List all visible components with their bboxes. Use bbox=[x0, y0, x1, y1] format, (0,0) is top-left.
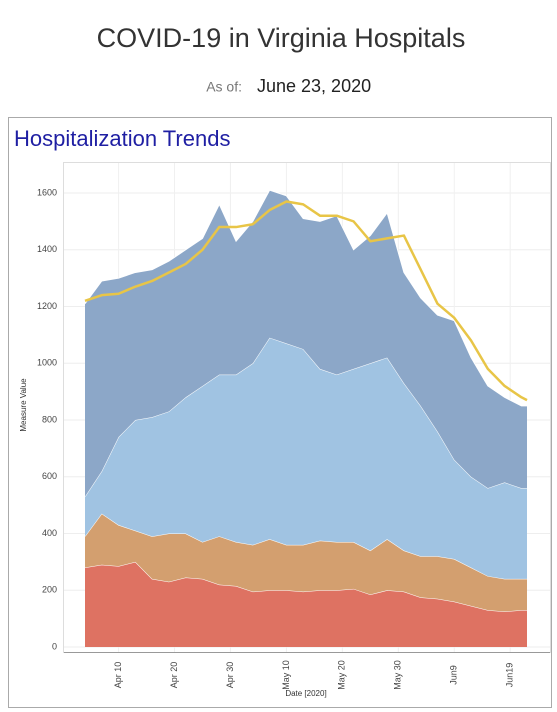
x-tick-label: May 10 bbox=[281, 660, 291, 690]
line bbox=[84, 200, 528, 402]
y-tick-label: 0 bbox=[52, 641, 57, 651]
panel-border bbox=[8, 117, 552, 708]
area bbox=[85, 337, 527, 579]
as-of-date: June 23, 2020 bbox=[257, 76, 371, 96]
x-tick-label: Jun19 bbox=[505, 663, 515, 688]
y-axis-label: Measure Value bbox=[19, 378, 28, 432]
y-tick-label: 1200 bbox=[37, 301, 57, 311]
x-tick-label: Jun9 bbox=[449, 665, 459, 685]
x-tick-label: Apr 30 bbox=[225, 662, 235, 689]
page-title: COVID-19 in Virginia Hospitals bbox=[97, 23, 466, 53]
area-edge bbox=[84, 189, 527, 407]
x-axis-label: Date [2020] bbox=[285, 689, 326, 698]
chart-title: Hospitalization Trends bbox=[14, 126, 230, 151]
x-tick-label: May 30 bbox=[393, 660, 403, 690]
area bbox=[85, 190, 527, 497]
y-tick-label: 200 bbox=[42, 585, 57, 595]
x-tick-label: May 20 bbox=[337, 660, 347, 690]
area bbox=[85, 513, 527, 612]
x-tick-label: Apr 10 bbox=[113, 662, 123, 689]
y-tick-label: 800 bbox=[42, 414, 57, 424]
y-tick-label: 1400 bbox=[37, 244, 57, 254]
y-tick-label: 400 bbox=[42, 528, 57, 538]
y-tick-label: 1600 bbox=[37, 187, 57, 197]
area bbox=[85, 561, 527, 647]
as-of-label: As of: bbox=[206, 79, 242, 95]
y-tick-label: 600 bbox=[42, 471, 57, 481]
x-tick-label: Apr 20 bbox=[169, 662, 179, 689]
y-tick-label: 1000 bbox=[37, 358, 57, 368]
